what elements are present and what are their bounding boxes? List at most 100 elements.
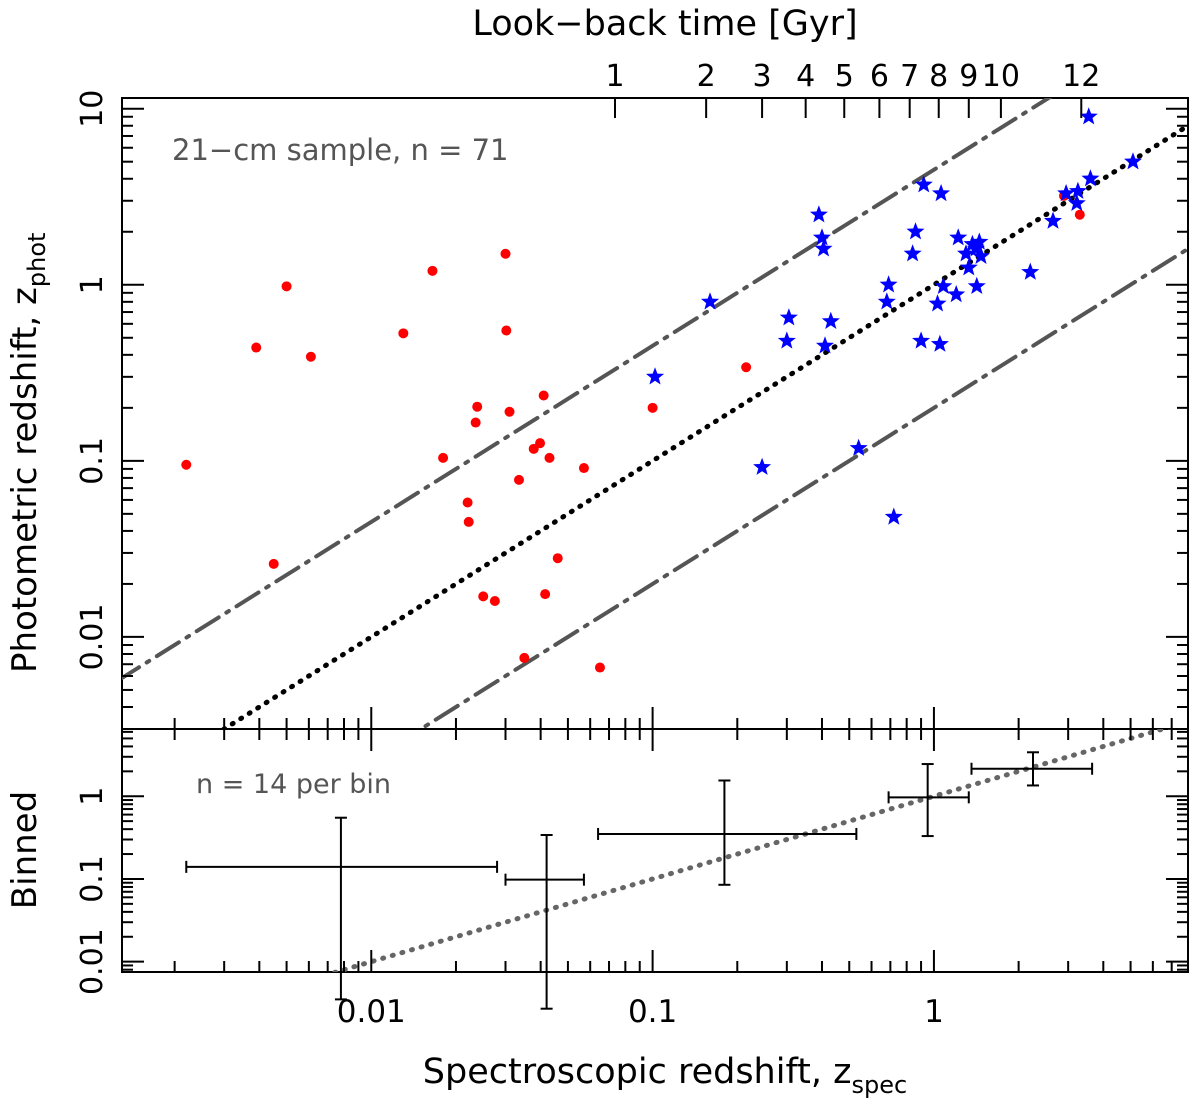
upper-annotation: 21−cm sample, n = 71 (172, 133, 509, 167)
reference-line-0 (327, 729, 1172, 972)
top-tick-label: 5 (835, 59, 854, 94)
circle-point (181, 459, 192, 470)
upper-y-tick-label: 1 (75, 275, 110, 294)
upper-reference-lines (122, 98, 1188, 729)
circle-point (1074, 209, 1085, 220)
binned-errorbar (597, 779, 858, 886)
top-tick-label: 7 (900, 59, 919, 94)
circle-point (251, 342, 262, 353)
top-tick-label: 2 (697, 59, 716, 94)
reference-line-0 (219, 122, 1188, 729)
circle-point (535, 438, 546, 449)
star-point (1068, 181, 1087, 199)
star-point (753, 457, 772, 475)
axis-ticks (122, 98, 1189, 972)
upper-data-points (181, 107, 1142, 673)
circle-point (398, 328, 409, 339)
upper-y-axis-label-sub: phot (23, 233, 51, 288)
star-point (932, 184, 951, 202)
circle-point (463, 516, 474, 527)
star-point (884, 507, 903, 525)
circle-point (500, 248, 511, 259)
x-tick-label: 0.1 (628, 994, 677, 1030)
star-point (1044, 211, 1062, 229)
star-point (809, 205, 828, 223)
star-point (1079, 107, 1098, 125)
binned-errorbar (970, 751, 1094, 787)
upper-y-axis-label: Photometric redshift, zphot (5, 233, 51, 673)
star-point (821, 311, 840, 329)
star-point (1057, 184, 1076, 202)
circle-point (268, 558, 279, 569)
circle-point (544, 452, 555, 463)
circle-point (478, 591, 489, 602)
star-point (930, 334, 949, 352)
star-point (906, 222, 925, 240)
circle-point (513, 474, 524, 485)
circle-point (462, 497, 473, 508)
binned-errorbar (504, 833, 585, 1010)
lower-binned-errorbars (185, 751, 1094, 1010)
star-point (903, 244, 922, 262)
star-point (777, 331, 796, 349)
upper-y-tick-label: 0.01 (75, 604, 110, 671)
star-point (812, 228, 831, 246)
lower-y-axis-label: Binned (5, 791, 45, 909)
circle-point (594, 662, 605, 673)
star-point (967, 276, 986, 294)
x-axis-label-sub: spec (852, 1071, 908, 1099)
circle-point (489, 595, 500, 606)
x-axis-label: Spectroscopic redshift, zspec (423, 1052, 907, 1099)
star-point (816, 336, 834, 354)
star-point (1021, 262, 1040, 280)
binned-errorbar (185, 816, 499, 1001)
star-point (928, 294, 947, 312)
circle-point (538, 390, 549, 401)
top-tick-label: 9 (959, 59, 978, 94)
star-point (814, 239, 833, 257)
top-tick-label: 4 (796, 59, 815, 94)
circle-point (578, 463, 589, 474)
upper-y-axis-label-main: Photometric redshift, z (5, 287, 45, 673)
top-tick-label: 12 (1062, 59, 1100, 94)
top-tick-label: 3 (753, 59, 772, 94)
x-tick-label: 1 (924, 994, 944, 1030)
binned-errorbar (887, 763, 970, 838)
star-point (912, 331, 931, 349)
circle-point (438, 452, 449, 463)
circle-point (540, 589, 551, 600)
star-point (779, 308, 798, 326)
circle-point (427, 265, 438, 276)
lower-reference-lines (327, 729, 1172, 972)
circle-point (501, 325, 512, 336)
star-point (1067, 193, 1086, 211)
lower-y-tick-label: 0.01 (75, 928, 110, 995)
star-point (970, 232, 989, 250)
circle-point (305, 351, 316, 362)
top-tick-label: 10 (982, 59, 1020, 94)
star-point (963, 234, 982, 252)
star-point (959, 258, 978, 276)
star-point (957, 244, 975, 262)
circle-point (504, 406, 515, 417)
top-tick-label: 6 (870, 59, 889, 94)
lower-y-tick-label: 0.1 (75, 855, 110, 903)
star-point (1081, 169, 1100, 187)
star-point (877, 292, 896, 310)
top-tick-label: 8 (929, 59, 948, 94)
star-point (914, 175, 933, 193)
lower-y-tick-label: 1 (75, 787, 110, 806)
reference-line-2 (417, 246, 1188, 729)
star-point (701, 292, 720, 310)
circle-point (552, 553, 563, 564)
upper-panel-frame (121, 97, 1189, 730)
top-tick-label: 1 (605, 59, 624, 94)
star-point (949, 228, 968, 246)
x-axis-label-main: Spectroscopic redshift, z (423, 1052, 852, 1092)
upper-y-tick-label: 10 (75, 90, 110, 128)
star-point (849, 438, 868, 456)
star-point (934, 276, 953, 294)
upper-y-tick-label: 0.1 (75, 437, 110, 485)
